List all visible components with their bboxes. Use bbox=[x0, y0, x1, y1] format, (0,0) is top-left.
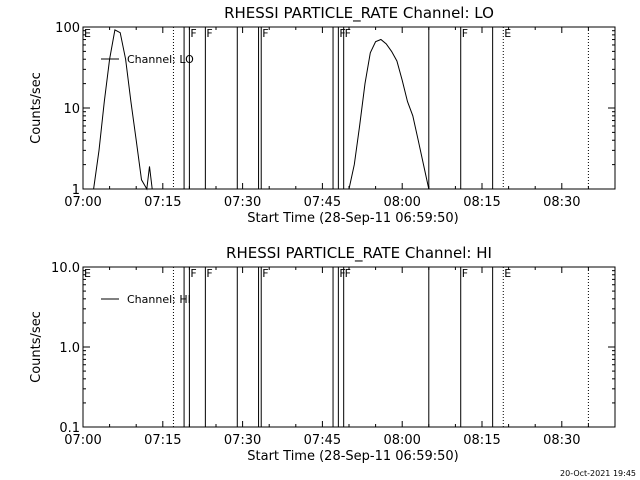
flag-label: F bbox=[345, 267, 351, 280]
flag-label: E bbox=[84, 267, 91, 280]
flag-label: E bbox=[504, 27, 511, 40]
flag-label: F bbox=[190, 267, 196, 280]
flag-label: F bbox=[206, 27, 212, 40]
y-tick-label: 0.1 bbox=[59, 421, 80, 436]
y-axis-label: Counts/sec bbox=[29, 311, 44, 383]
x-tick-label: 07:45 bbox=[304, 195, 341, 210]
y-tick-label: 1 bbox=[72, 183, 80, 198]
x-tick-label: 08:30 bbox=[543, 433, 580, 448]
flag-label: F bbox=[462, 267, 468, 280]
x-tick-label: 08:00 bbox=[383, 433, 420, 448]
legend-label: Channel: LO bbox=[127, 53, 194, 66]
flag-label: F bbox=[262, 267, 268, 280]
flag-label: F bbox=[462, 27, 468, 40]
x-tick-label: 08:00 bbox=[383, 195, 420, 210]
x-tick-label: 07:15 bbox=[144, 195, 181, 210]
x-tick-label: 08:30 bbox=[543, 195, 580, 210]
flag-label: F bbox=[206, 267, 212, 280]
y-tick-label: 100 bbox=[55, 21, 80, 36]
plot-frame bbox=[82, 266, 616, 428]
chart-title: RHESSI PARTICLE_RATE Channel: HI bbox=[226, 244, 492, 263]
x-axis-label: Start Time (28-Sep-11 06:59:50) bbox=[247, 449, 458, 464]
y-tick-label: 10 bbox=[63, 102, 80, 117]
footer-timestamp: 20-Oct-2021 19:45 bbox=[560, 469, 636, 478]
x-tick-label: 07:45 bbox=[304, 433, 341, 448]
legend-label: Channel: HI bbox=[127, 293, 191, 306]
flag-label: F bbox=[190, 27, 196, 40]
flag-label: F bbox=[262, 27, 268, 40]
chart-panel-2: RHESSI PARTICLE_RATE Channel: HI 07:00 07:… bbox=[29, 244, 616, 464]
series-line bbox=[93, 29, 153, 191]
y-tick-label: 10.0 bbox=[51, 261, 80, 276]
plot-frame bbox=[82, 26, 616, 190]
flag-label: F bbox=[339, 27, 345, 40]
x-tick-label: 08:15 bbox=[463, 195, 500, 210]
chart-panel-1: RHESSI PARTICLE_RATE Channel: LO 07:00 07:… bbox=[29, 4, 616, 226]
x-axis-label: Start Time (28-Sep-11 06:59:50) bbox=[247, 211, 458, 226]
x-tick-label: 07:15 bbox=[144, 433, 181, 448]
flag-label: F bbox=[339, 267, 345, 280]
x-tick-label: 07:30 bbox=[224, 195, 261, 210]
x-tick-label: 07:30 bbox=[224, 433, 261, 448]
x-tick-label: 07:00 bbox=[64, 195, 101, 210]
flag-label: E bbox=[504, 267, 511, 280]
flag-label: F bbox=[345, 27, 351, 40]
y-tick-label: 1.0 bbox=[59, 341, 80, 356]
chart-title: RHESSI PARTICLE_RATE Channel: LO bbox=[224, 4, 494, 23]
y-axis-label: Counts/sec bbox=[29, 72, 44, 144]
x-tick-label: 08:15 bbox=[463, 433, 500, 448]
flag-label: E bbox=[84, 27, 91, 40]
series-line bbox=[348, 38, 430, 190]
x-tick-label: 07:00 bbox=[64, 433, 101, 448]
